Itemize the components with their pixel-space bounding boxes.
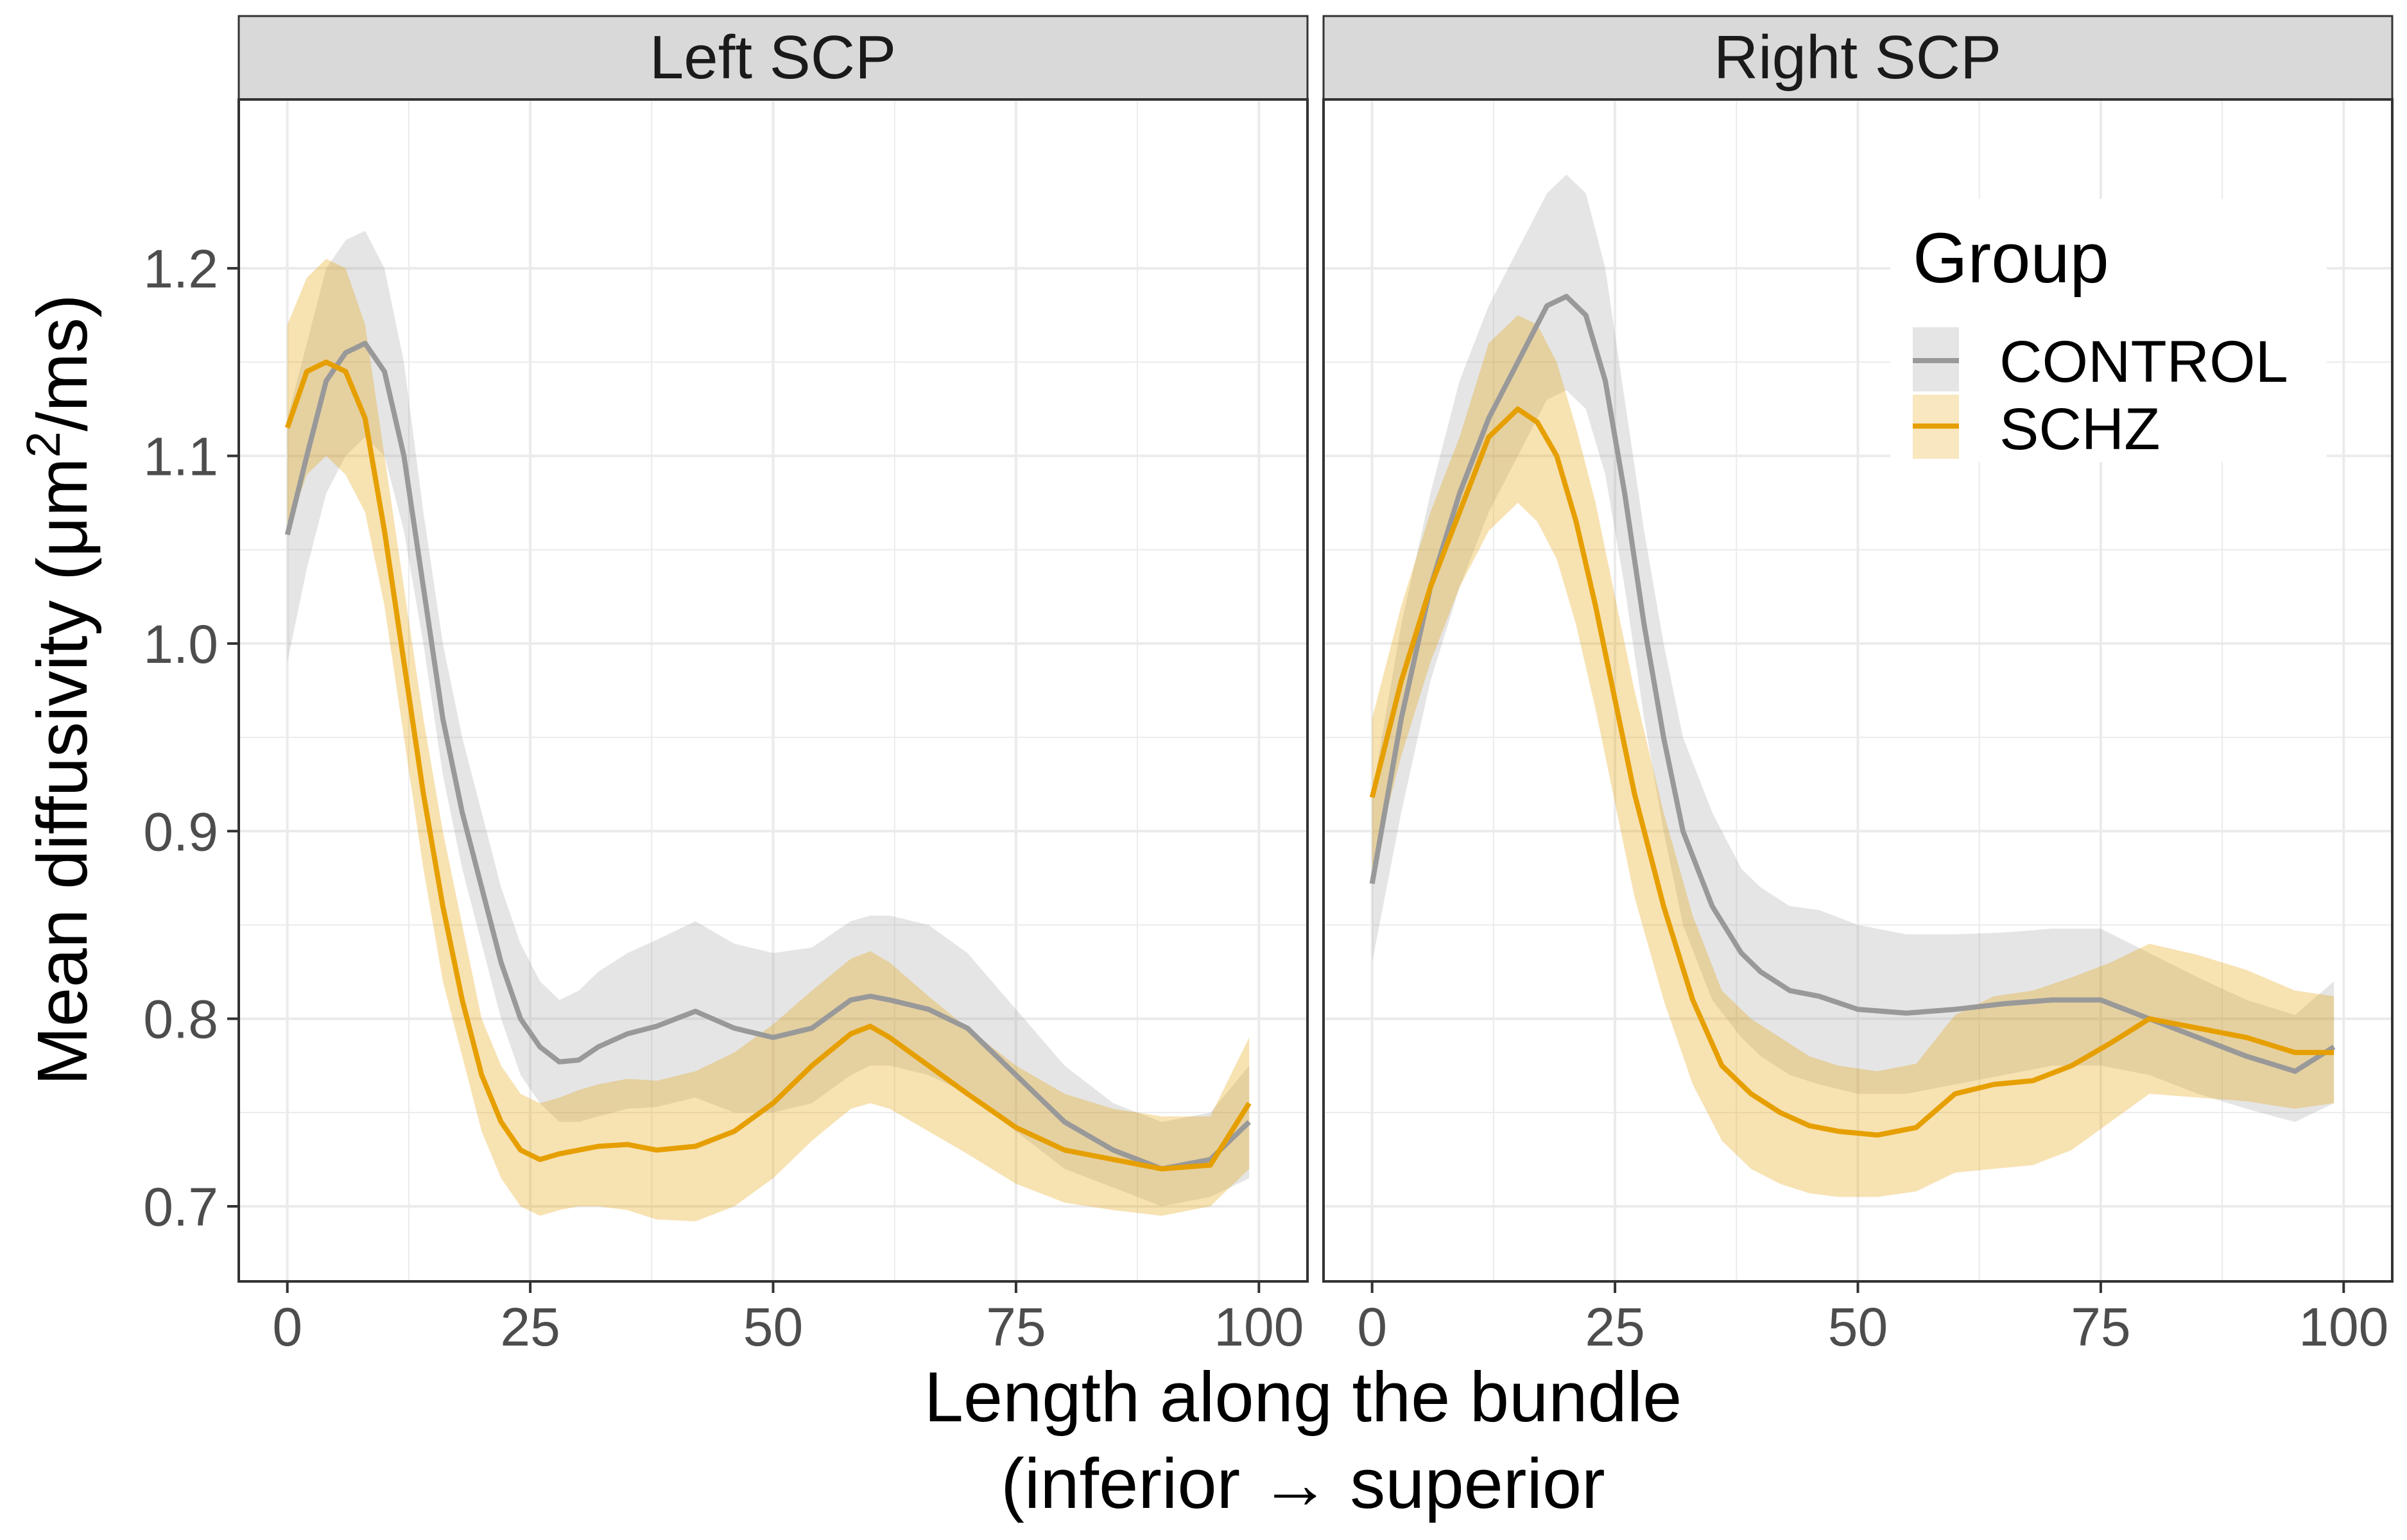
left-line-control — [284, 341, 1251, 1172]
right-line-control — [1369, 294, 2336, 1074]
y-tick-label: 1.0 — [143, 614, 218, 674]
left-x-tick-label: 75 — [986, 1297, 1046, 1357]
right-x-tick-label: 50 — [1828, 1297, 1888, 1357]
y-tick-label: 1.1 — [143, 427, 218, 487]
right-x-tick-label: 75 — [2071, 1297, 2130, 1357]
left-line-schz — [284, 359, 1252, 1172]
y-tick-label: 0.7 — [143, 1177, 218, 1237]
y-tick-label: 1.2 — [143, 239, 218, 299]
left-panel-plot — [284, 230, 1252, 1222]
left-strip — [237, 15, 1309, 101]
left-ribbon-schz — [287, 259, 1250, 1222]
legend-background — [1890, 199, 2327, 462]
left-x-tick-label: 50 — [743, 1297, 803, 1357]
right-strip-label: Right SCP — [1714, 23, 2001, 92]
axis-ticks: 0 25 50 75 100 0.7 0.8 0.9 1.0 1.1 1.2 0 25 50 75 100 — [143, 239, 2388, 1357]
legend-label-control: CONTROL — [1999, 329, 2288, 395]
left-x-tick-label: 100 — [1214, 1297, 1304, 1357]
legend: Group CONTROL SCHZ — [1890, 199, 2327, 462]
legend-label-schz: SCHZ — [1999, 397, 2160, 462]
right-x-tick-label: 100 — [2299, 1297, 2388, 1357]
y-tick-label: 0.8 — [143, 989, 218, 1050]
left-strip-label: Left SCP — [650, 23, 896, 92]
y-tick-label: 0.9 — [143, 801, 218, 862]
right-ribbon-schz — [1372, 315, 2334, 1197]
right-x-tick-label: 0 — [1357, 1297, 1387, 1357]
x-axis-title-line1: Length along the bundle — [924, 1358, 1682, 1437]
x-axis-title-line2: (inferior → superior — [1001, 1444, 1605, 1523]
left-panel-gridlines — [239, 99, 1307, 1281]
y-axis-title: Mean diffusivity (μm2/ms) — [17, 294, 102, 1085]
right-line-schz — [1369, 406, 2334, 1138]
y-axis-title-prefix: Mean diffusivity (μm — [23, 458, 102, 1085]
left-x-tick-label: 25 — [500, 1297, 560, 1357]
right-panel-plot — [1369, 175, 2336, 1197]
y-axis-title-suffix: /ms) — [23, 294, 102, 431]
legend-title: Group — [1913, 219, 2109, 298]
left-x-tick-label: 0 — [272, 1297, 302, 1357]
right-x-tick-label: 25 — [1585, 1297, 1644, 1357]
y-axis-title-superscript: 2 — [17, 431, 70, 458]
left-ribbon-control — [287, 230, 1250, 1207]
